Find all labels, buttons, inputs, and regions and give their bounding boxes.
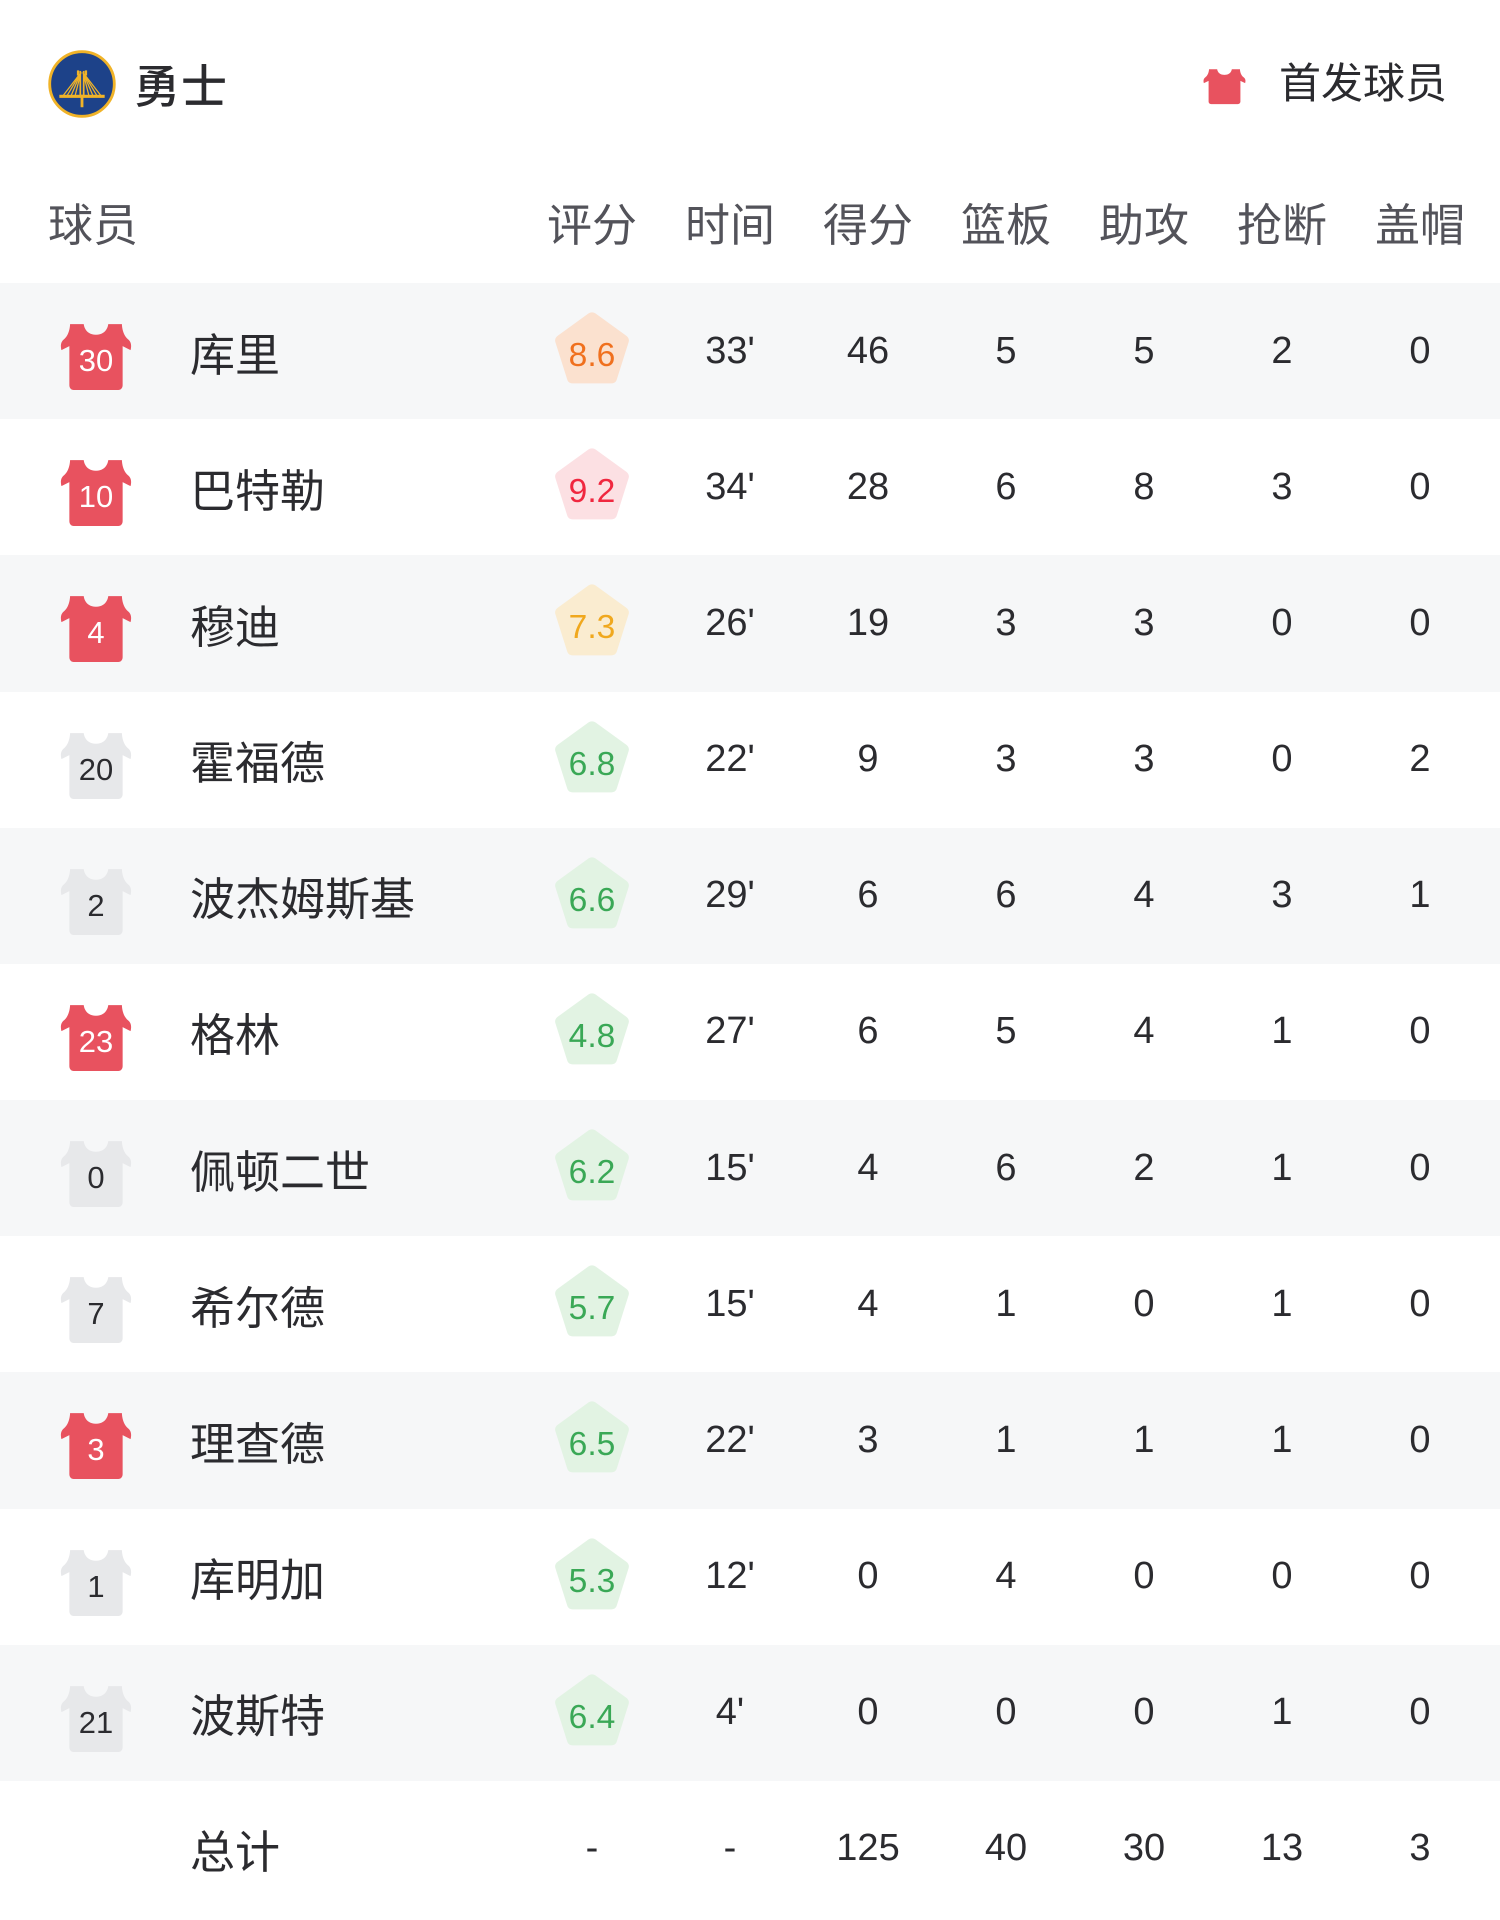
svg-text:5.7: 5.7 [569, 1290, 616, 1327]
svg-text:6.6: 6.6 [569, 882, 616, 919]
svg-text:6.8: 6.8 [569, 746, 616, 783]
svg-text:2: 2 [87, 888, 104, 923]
svg-text:23: 23 [79, 1024, 113, 1059]
svg-text:21: 21 [79, 1705, 113, 1740]
svg-text:6.2: 6.2 [569, 1154, 616, 1191]
svg-text:6.5: 6.5 [569, 1427, 616, 1464]
svg-text:1: 1 [87, 1568, 104, 1603]
svg-text:0: 0 [87, 1160, 104, 1195]
svg-text:8.6: 8.6 [569, 337, 616, 374]
svg-text:4: 4 [87, 615, 104, 650]
svg-text:5.3: 5.3 [569, 1563, 616, 1600]
svg-text:10: 10 [79, 479, 113, 514]
svg-text:30: 30 [79, 343, 113, 378]
svg-text:6.4: 6.4 [569, 1699, 616, 1736]
svg-text:3: 3 [87, 1432, 104, 1467]
svg-text:7: 7 [87, 1296, 104, 1331]
svg-text:20: 20 [79, 751, 113, 786]
svg-text:4.8: 4.8 [569, 1018, 616, 1055]
svg-text:7.3: 7.3 [569, 610, 616, 647]
svg-text:9.2: 9.2 [569, 473, 616, 510]
